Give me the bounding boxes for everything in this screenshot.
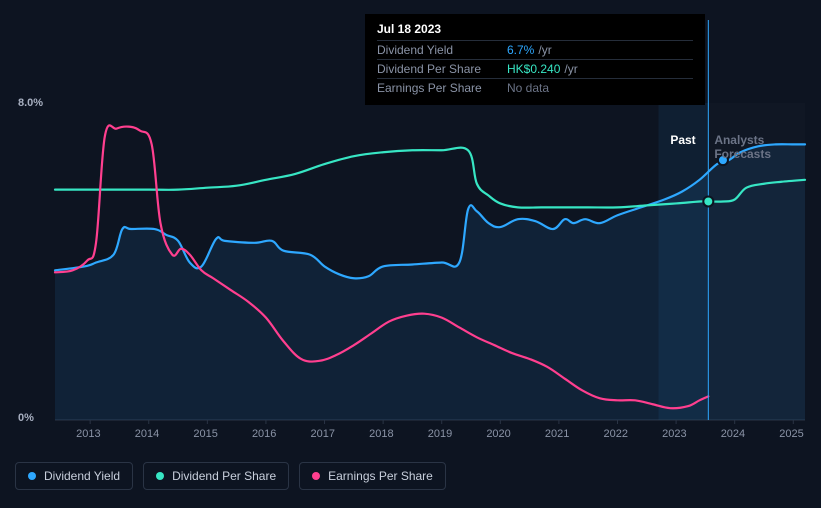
x-tick-label: 2022 bbox=[604, 428, 628, 440]
legend-item-dividend_yield[interactable]: Dividend Yield bbox=[15, 462, 133, 490]
x-tick-label: 2025 bbox=[779, 428, 803, 440]
tooltip-row-value: 6.7%/yr bbox=[507, 43, 552, 57]
tooltip-row-key: Earnings Per Share bbox=[377, 81, 507, 95]
chart-tooltip: Jul 18 2023 Dividend Yield6.7%/yrDividen… bbox=[365, 14, 705, 105]
x-tick-label: 2019 bbox=[428, 428, 452, 440]
x-tick-label: 2021 bbox=[545, 428, 569, 440]
tooltip-row-key: Dividend Per Share bbox=[377, 62, 507, 76]
legend-item-label: Dividend Yield bbox=[44, 469, 120, 483]
legend: Dividend Yield Dividend Per Share Earnings… bbox=[15, 462, 446, 490]
tooltip-row-value: HK$0.240/yr bbox=[507, 62, 578, 76]
past-label: Past bbox=[670, 133, 695, 147]
forecast-label: Analysts Forecasts bbox=[714, 133, 821, 161]
x-tick-label: 2013 bbox=[76, 428, 100, 440]
x-tick-label: 2023 bbox=[662, 428, 686, 440]
tooltip-row-value: No data bbox=[507, 81, 549, 95]
legend-dot-icon bbox=[312, 472, 320, 480]
legend-item-label: Dividend Per Share bbox=[172, 469, 276, 483]
legend-item-earnings_per_share[interactable]: Earnings Per Share bbox=[299, 462, 446, 490]
x-tick-label: 2020 bbox=[486, 428, 510, 440]
marker-dividend_per_share bbox=[703, 196, 713, 206]
tooltip-rows: Dividend Yield6.7%/yrDividend Per ShareH… bbox=[377, 40, 693, 97]
chart-container: Jul 18 2023 Dividend Yield6.7%/yrDividen… bbox=[0, 0, 821, 508]
y-tick-label: 8.0% bbox=[18, 97, 43, 109]
x-tick-label: 2017 bbox=[311, 428, 335, 440]
legend-item-dividend_per_share[interactable]: Dividend Per Share bbox=[143, 462, 289, 490]
tooltip-row: Earnings Per ShareNo data bbox=[377, 78, 693, 97]
tooltip-row: Dividend Yield6.7%/yr bbox=[377, 40, 693, 59]
legend-dot-icon bbox=[28, 472, 36, 480]
legend-dot-icon bbox=[156, 472, 164, 480]
tooltip-row-key: Dividend Yield bbox=[377, 43, 507, 57]
x-tick-label: 2024 bbox=[721, 428, 745, 440]
x-tick-label: 2015 bbox=[193, 428, 217, 440]
x-tick-label: 2016 bbox=[252, 428, 276, 440]
tooltip-row: Dividend Per ShareHK$0.240/yr bbox=[377, 59, 693, 78]
tooltip-date: Jul 18 2023 bbox=[377, 22, 693, 36]
x-tick-label: 2014 bbox=[135, 428, 159, 440]
x-tick-label: 2018 bbox=[369, 428, 393, 440]
legend-item-label: Earnings Per Share bbox=[328, 469, 433, 483]
y-tick-label: 0% bbox=[18, 412, 34, 424]
